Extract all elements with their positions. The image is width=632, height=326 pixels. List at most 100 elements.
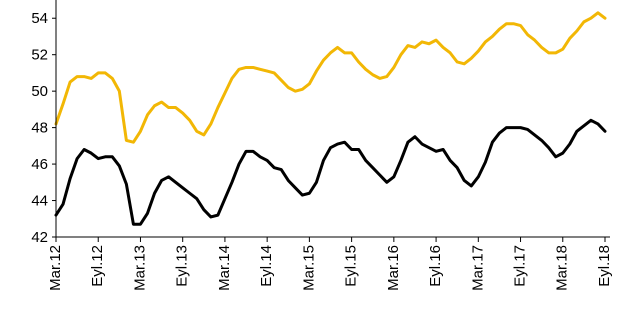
data-point xyxy=(280,79,283,82)
y-tick-label: 48 xyxy=(31,120,48,137)
data-point xyxy=(167,106,170,109)
data-point xyxy=(90,152,93,155)
data-point xyxy=(526,33,529,36)
data-point xyxy=(266,159,269,162)
data-point xyxy=(568,143,571,146)
data-point xyxy=(62,203,65,206)
series-layer xyxy=(54,11,607,226)
data-point xyxy=(449,51,452,54)
data-point xyxy=(97,157,100,160)
data-point xyxy=(406,44,409,47)
data-point xyxy=(343,141,346,144)
data-point xyxy=(442,46,445,49)
data-point xyxy=(336,46,339,49)
data-point xyxy=(238,68,241,71)
x-tick-label: Eyl.14 xyxy=(258,245,275,287)
data-point xyxy=(477,50,480,53)
data-point xyxy=(604,130,607,133)
data-point xyxy=(343,51,346,54)
data-point xyxy=(252,66,255,69)
data-point xyxy=(512,22,515,25)
series-line-2 xyxy=(54,118,607,226)
data-point xyxy=(596,11,599,14)
data-point xyxy=(533,39,536,42)
data-point xyxy=(413,135,416,138)
data-point xyxy=(428,42,431,45)
x-tick-label: Mar.12 xyxy=(47,245,64,291)
data-point xyxy=(139,223,142,226)
x-tick-label: Eyl.15 xyxy=(343,245,360,287)
data-point xyxy=(118,164,121,167)
data-point xyxy=(378,77,381,80)
x-tick-label: Eyl.18 xyxy=(596,245,613,287)
data-point xyxy=(188,119,191,122)
data-point xyxy=(230,77,233,80)
data-point xyxy=(540,139,543,142)
data-point xyxy=(188,192,191,195)
data-point xyxy=(315,181,318,184)
data-point xyxy=(421,143,424,146)
data-point xyxy=(223,91,226,94)
data-point xyxy=(174,181,177,184)
data-point xyxy=(139,130,142,133)
data-point xyxy=(470,184,473,187)
data-point xyxy=(209,122,212,125)
y-tick-label: 44 xyxy=(31,193,48,210)
data-point xyxy=(378,174,381,177)
data-point xyxy=(294,186,297,189)
data-point xyxy=(216,214,219,217)
data-point xyxy=(69,177,72,180)
data-point xyxy=(463,62,466,65)
data-point xyxy=(357,148,360,151)
data-point xyxy=(435,150,438,153)
x-axis-ticks: Mar.12 Eyl.12 Mar.13 Eyl.13 Mar.14 Eyl.14 Mar.… xyxy=(47,237,613,291)
data-point xyxy=(287,179,290,182)
data-point xyxy=(259,155,262,158)
data-point xyxy=(385,75,388,78)
data-point xyxy=(245,150,248,153)
data-point xyxy=(484,40,487,43)
data-point xyxy=(413,46,416,49)
data-point xyxy=(329,146,332,149)
data-point xyxy=(561,152,564,155)
data-point xyxy=(554,51,557,54)
data-point xyxy=(174,106,177,109)
data-point xyxy=(202,133,205,136)
data-point xyxy=(582,20,585,23)
data-point xyxy=(111,155,114,158)
data-point xyxy=(547,51,550,54)
data-point xyxy=(392,66,395,69)
data-point xyxy=(273,71,276,74)
data-point xyxy=(456,60,459,63)
data-point xyxy=(252,150,255,153)
data-point xyxy=(491,141,494,144)
data-point xyxy=(76,157,79,160)
data-point xyxy=(406,141,409,144)
data-point xyxy=(421,40,424,43)
data-point xyxy=(195,197,198,200)
data-point xyxy=(125,183,128,186)
data-point xyxy=(505,22,508,25)
data-point xyxy=(604,17,607,20)
data-point xyxy=(146,212,149,215)
data-point xyxy=(238,163,241,166)
data-point xyxy=(245,66,248,69)
data-point xyxy=(62,102,65,105)
data-point xyxy=(160,101,163,104)
x-tick-label: Eyl.12 xyxy=(89,245,106,287)
data-point xyxy=(76,75,79,78)
data-point xyxy=(561,48,564,51)
data-point xyxy=(589,17,592,20)
y-tick-label: 54 xyxy=(31,10,48,27)
data-point xyxy=(301,194,304,197)
y-tick-label: 52 xyxy=(31,47,48,64)
data-point xyxy=(146,113,149,116)
data-point xyxy=(526,128,529,131)
x-tick-label: Mar.17 xyxy=(469,245,486,291)
data-point xyxy=(125,139,128,142)
data-point xyxy=(273,166,276,169)
data-point xyxy=(308,192,311,195)
data-point xyxy=(90,77,93,80)
x-tick-label: Mar.13 xyxy=(131,245,148,291)
